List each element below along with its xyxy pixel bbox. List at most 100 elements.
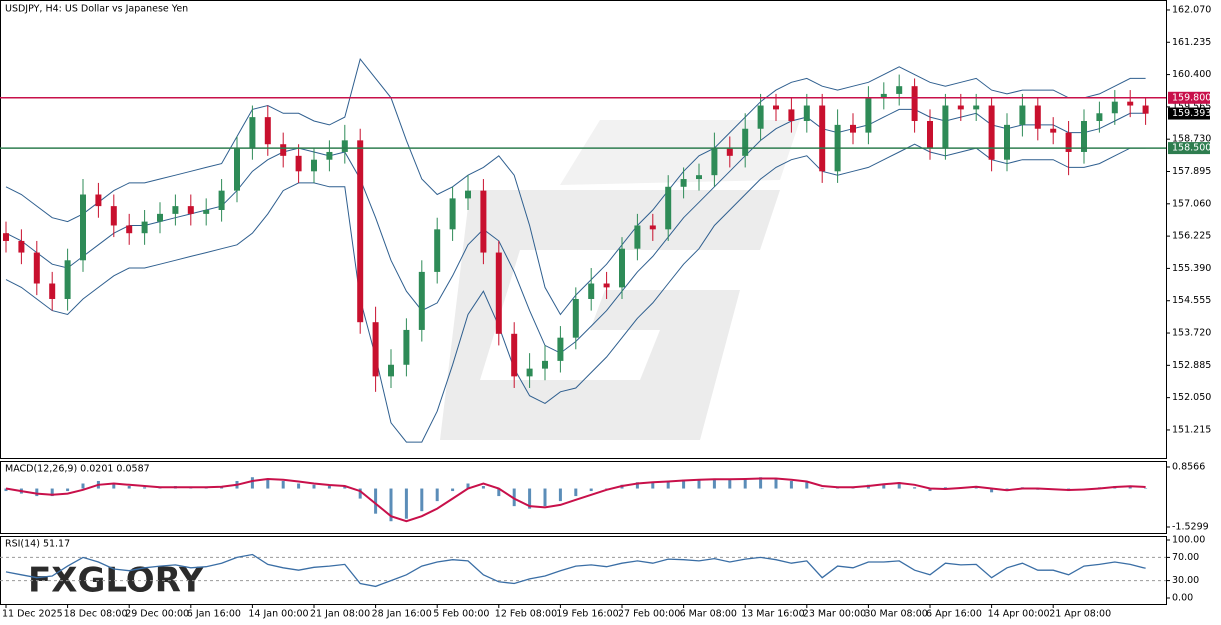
candle-body — [1111, 101, 1118, 114]
candle-body — [973, 105, 980, 110]
y-tick-label: 152.885 — [1172, 360, 1211, 371]
x-tick-label: 18 Dec 08:00 — [64, 609, 128, 620]
rsi-title: RSI(14) 51.17 — [5, 539, 70, 550]
candle-body — [234, 148, 240, 191]
candle-body — [942, 105, 949, 149]
macd-bar — [281, 480, 285, 489]
macd-signal — [5, 477, 1146, 523]
macd-bar — [343, 486, 347, 489]
candle-body — [896, 86, 903, 94]
rsi-line — [5, 553, 1146, 588]
candle-body — [249, 117, 256, 149]
macd-bar — [389, 488, 393, 522]
candle-body — [280, 144, 287, 156]
candle-body — [326, 151, 333, 160]
x-tick-label: 13 Mar 16:00 — [741, 609, 804, 620]
bollinger-band — [5, 143, 1146, 443]
candle-body — [542, 360, 548, 369]
candle-body — [927, 121, 933, 149]
candle-body — [880, 93, 887, 98]
candle-body — [588, 283, 595, 299]
macd-bar — [990, 488, 994, 493]
candle-body — [1034, 105, 1041, 129]
macd-bar — [635, 482, 639, 489]
macd-bar — [543, 488, 547, 507]
macd-bar — [50, 488, 54, 497]
candle-body — [957, 105, 964, 110]
candle-body — [110, 206, 117, 226]
candle-body — [449, 198, 456, 230]
macd-bar — [374, 488, 378, 514]
macd-bar — [4, 488, 8, 492]
candle-body — [603, 283, 610, 288]
macd-bar — [528, 488, 532, 509]
candle-body — [619, 248, 625, 288]
level-tag — [1168, 91, 1210, 104]
candle-body — [187, 206, 194, 214]
macd-bar — [774, 478, 778, 489]
macd-bar — [943, 487, 947, 489]
x-tick-label: 6 Jan 16:00 — [187, 609, 241, 620]
candle-body — [557, 337, 564, 361]
y-tick-label: 154.555 — [1172, 295, 1211, 306]
macd-bar — [728, 479, 732, 489]
macd-bar — [759, 477, 763, 489]
macd-bar — [574, 488, 578, 497]
macd-bar — [558, 488, 562, 502]
x-tick-label: 29 Dec 00:00 — [125, 609, 189, 620]
x-tick-label: 5 Feb 00:00 — [433, 609, 489, 620]
candle-body — [526, 368, 533, 377]
level-label: 158.500 — [1172, 143, 1211, 154]
macd-bar — [697, 479, 701, 489]
candle-body — [988, 105, 995, 160]
last-price-tag — [1168, 107, 1210, 120]
candle-body — [480, 190, 487, 253]
y-tick-label: 151.215 — [1172, 424, 1211, 435]
y-tick-label: 100.00 — [1172, 535, 1205, 546]
macd-bar — [897, 482, 901, 489]
candle-body — [311, 159, 317, 172]
macd-bar — [312, 484, 316, 489]
macd-bar — [589, 488, 593, 492]
candle-body — [819, 105, 826, 172]
macd-bar — [451, 488, 455, 492]
candle-body — [95, 194, 102, 207]
candle-body — [757, 105, 764, 129]
x-tick-label: 6 Mar 08:00 — [680, 609, 737, 620]
candle-body — [1019, 105, 1026, 125]
y-tick-label: 153.720 — [1172, 328, 1211, 339]
macd-bar — [743, 478, 747, 489]
candle-body — [742, 128, 749, 156]
main-panel — [0, 0, 1167, 459]
candle-body — [1004, 124, 1010, 160]
candle-body — [1127, 101, 1134, 106]
candle-body — [141, 221, 148, 234]
last-price-label: 159.393 — [1172, 108, 1211, 119]
candle-body — [788, 109, 795, 122]
candle-body — [572, 298, 579, 338]
candle-body — [3, 233, 9, 241]
y-tick-label: 155.390 — [1172, 263, 1211, 274]
candle-body — [1142, 105, 1149, 114]
macd-bar — [789, 480, 793, 489]
candle-body — [680, 179, 687, 187]
level-tag — [1168, 142, 1210, 155]
macd-bar — [127, 486, 131, 489]
y-tick-label: 157.895 — [1172, 166, 1211, 177]
x-tick-label: 14 Apr 00:00 — [988, 609, 1050, 620]
candle-body — [495, 252, 502, 334]
candle-body — [157, 213, 163, 222]
macd-bar — [66, 488, 70, 492]
macd-bar — [882, 483, 886, 489]
candle-body — [726, 148, 733, 156]
candle-body — [850, 124, 856, 133]
y-tick-label: 161.235 — [1172, 37, 1211, 48]
y-tick-label: 158.730 — [1172, 134, 1211, 145]
candle-body — [803, 105, 810, 122]
rsi-panel — [0, 536, 1167, 605]
macd-title: MACD(12,26,9) 0.0201 0.0587 — [5, 464, 150, 475]
candle-body — [911, 86, 918, 122]
macd-bar — [682, 479, 686, 489]
macd-bar — [404, 488, 408, 519]
